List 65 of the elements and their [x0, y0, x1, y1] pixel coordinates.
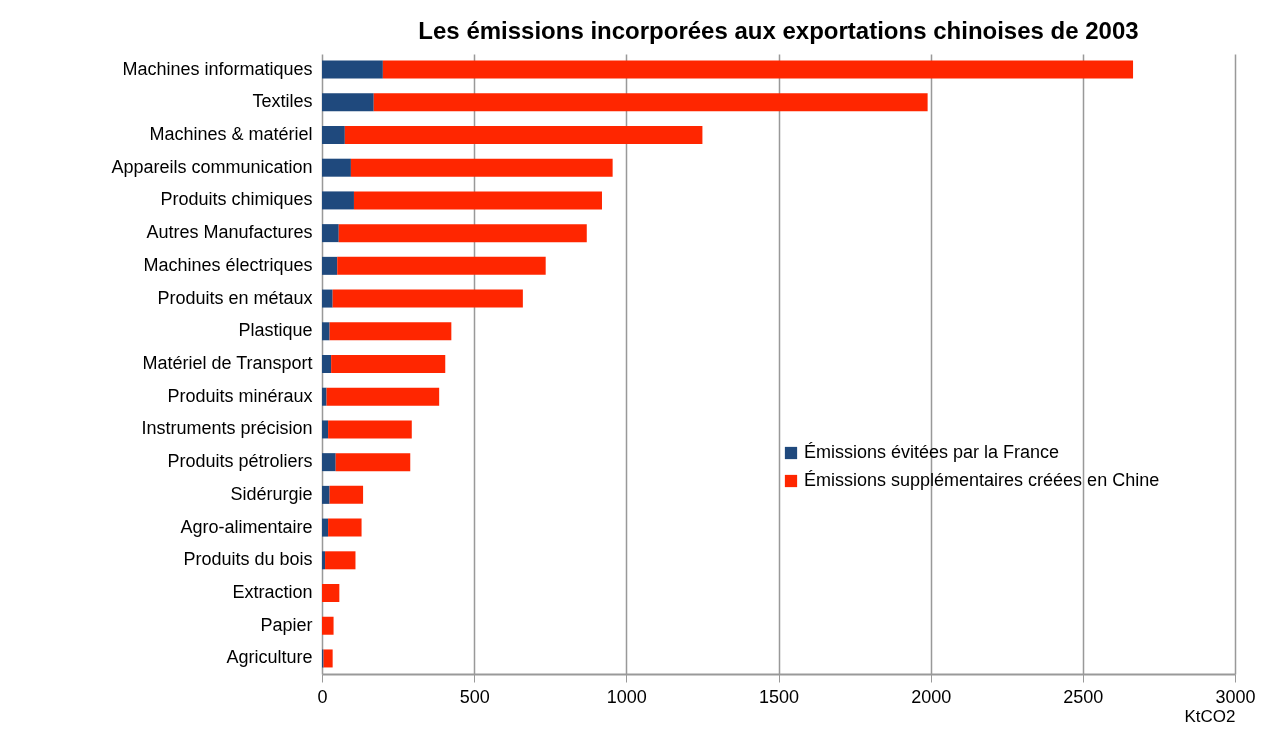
x-tick-label: 1000 — [606, 686, 647, 707]
x-tick-label: 2000 — [911, 686, 952, 707]
y-tick-label: Appareils communication — [111, 156, 313, 177]
legend-label: Émissions supplémentaires créées en Chine — [804, 470, 1160, 490]
y-tick-label: Produits en métaux — [157, 287, 313, 308]
y-tick-label: Agriculture — [226, 647, 313, 668]
y-tick-label: Produits chimiques — [160, 189, 313, 210]
bar — [328, 518, 362, 537]
y-tick-label: Agro-alimentaire — [180, 516, 313, 537]
bar — [322, 387, 327, 406]
bar — [344, 125, 703, 144]
bar — [353, 191, 602, 210]
bar — [322, 420, 329, 439]
bar — [338, 224, 587, 243]
bar — [322, 93, 374, 112]
bar — [382, 60, 1134, 79]
y-tick-label: Papier — [260, 614, 313, 635]
bar — [322, 485, 330, 504]
bar — [322, 355, 332, 373]
bar — [322, 256, 338, 275]
bar — [332, 289, 523, 308]
x-tick-label: 2500 — [1063, 686, 1104, 707]
y-tick-label: Plastique — [238, 320, 313, 341]
bar — [329, 322, 452, 341]
bar — [328, 420, 412, 439]
y-tick-label: Instruments précision — [141, 418, 313, 439]
bar — [373, 93, 928, 112]
bar — [322, 60, 383, 79]
y-tick-label: Produits du bois — [183, 549, 313, 570]
y-tick-label: Textiles — [252, 91, 313, 112]
bar — [322, 453, 336, 472]
bar — [337, 256, 546, 275]
bar — [322, 518, 329, 537]
y-tick-label: Matériel de Transport — [142, 353, 313, 373]
bar — [322, 584, 340, 603]
y-tick-label: Autres Manufactures — [146, 222, 313, 243]
y-tick-label: Machines électriques — [143, 254, 313, 275]
bar — [322, 289, 333, 308]
bar — [322, 551, 326, 570]
x-tick-label: 1500 — [758, 686, 800, 707]
bar — [325, 551, 356, 570]
bar — [322, 322, 330, 341]
x-tick-label: 500 — [459, 686, 490, 707]
bar — [322, 158, 351, 177]
bar — [350, 158, 613, 177]
bar — [331, 355, 446, 373]
chart-title: Les émissions incorporées aux exportations chinoises de 2003 — [418, 17, 1139, 44]
y-tick-label: Produits minéraux — [167, 385, 313, 406]
x-tick-label: 3000 — [1215, 686, 1256, 707]
y-tick-label: Machines informatiques — [122, 58, 313, 79]
x-axis-title: KtCO2 — [1184, 706, 1236, 726]
bar — [322, 191, 354, 210]
x-tick-label: 0 — [317, 686, 328, 707]
bar — [329, 485, 364, 504]
bar — [322, 125, 345, 144]
y-tick-label: Extraction — [232, 582, 313, 603]
bar — [335, 453, 411, 472]
bar — [322, 224, 339, 243]
bar — [323, 649, 333, 668]
legend-label: Émissions évitées par la France — [804, 442, 1060, 462]
y-tick-label: Produits pétroliers — [167, 451, 313, 472]
bar — [326, 387, 440, 406]
y-tick-label: Sidérurgie — [230, 483, 313, 504]
bar — [322, 616, 334, 635]
y-tick-label: Machines & matériel — [149, 123, 313, 144]
